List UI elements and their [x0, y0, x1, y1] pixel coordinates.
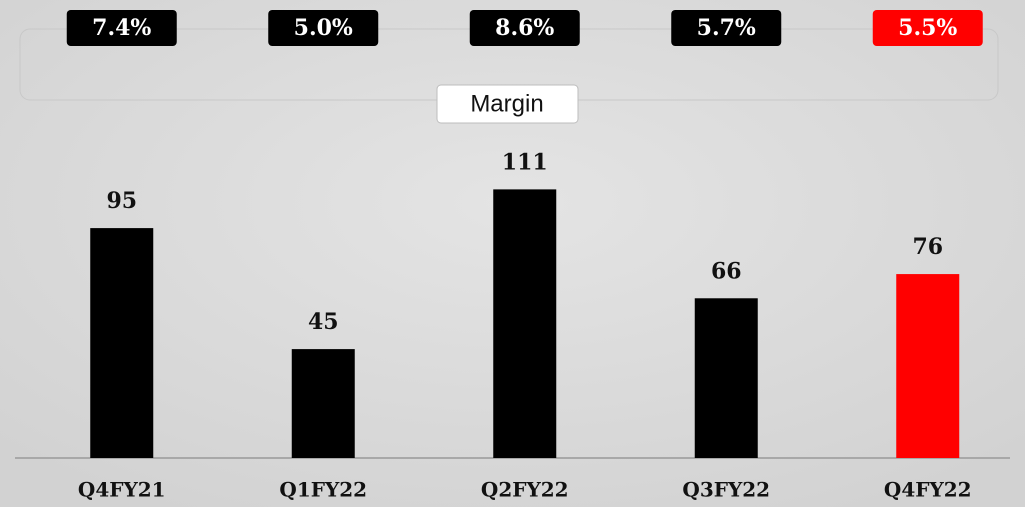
bar	[896, 274, 960, 458]
margin-value-label: 5.7%	[697, 15, 756, 41]
value-label: 111	[502, 149, 548, 175]
margin-value-label: 8.6%	[495, 15, 554, 41]
x-tick-label: Q3FY22	[682, 478, 770, 502]
value-label: 76	[912, 234, 943, 260]
margin-value-label: 7.4%	[92, 15, 151, 41]
margin-value-label: 5.5%	[898, 15, 957, 41]
margin-box	[671, 10, 782, 46]
value-label: 95	[106, 188, 137, 214]
margin-box	[268, 10, 379, 46]
margin-label-box	[436, 84, 579, 124]
x-tick-label: Q2FY22	[481, 478, 569, 502]
margin-box	[469, 10, 580, 46]
margin-label: Margin	[470, 90, 543, 117]
margin-box	[66, 10, 177, 46]
value-label: 66	[711, 258, 742, 284]
x-tick-label: Q4FY22	[884, 478, 972, 502]
bar	[90, 228, 154, 458]
margin-value-label: 5.0%	[294, 15, 353, 41]
bar	[493, 189, 557, 458]
x-tick-label: Q1FY22	[279, 478, 367, 502]
margin-box	[872, 10, 983, 46]
bar	[694, 298, 758, 458]
value-label: 45	[308, 309, 339, 335]
x-tick-label: Q4FY21	[78, 478, 166, 502]
bar	[291, 349, 355, 458]
